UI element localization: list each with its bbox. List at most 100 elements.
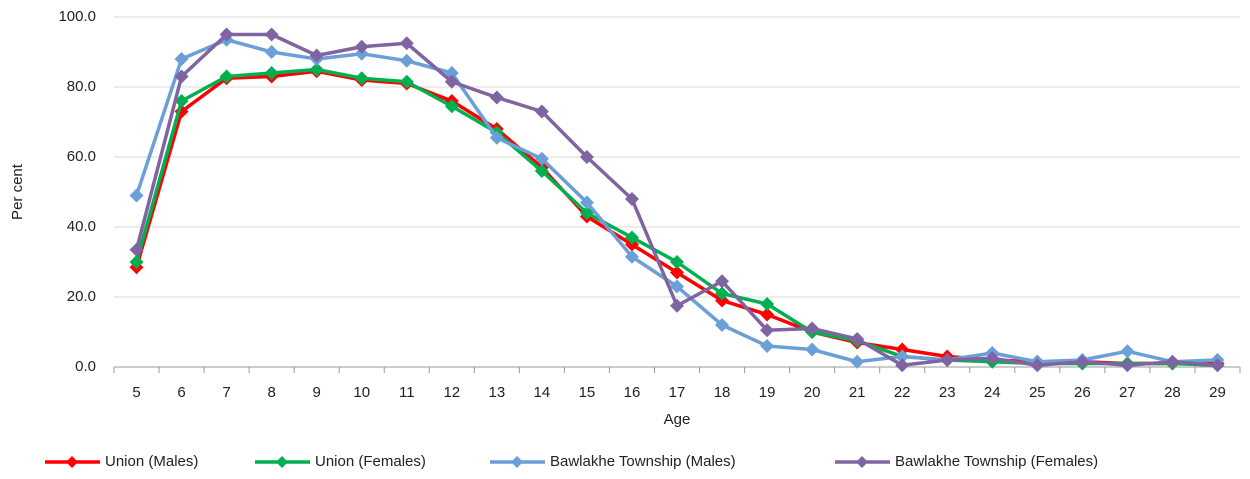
- data-point: [534, 104, 549, 119]
- data-point: [760, 297, 775, 311]
- y-tick-label: 20.0: [67, 288, 96, 305]
- x-tick-label: 6: [177, 384, 185, 401]
- data-point: [354, 39, 369, 54]
- x-tick-label: 17: [669, 384, 686, 401]
- data-point: [219, 27, 234, 42]
- data-point: [850, 354, 865, 369]
- legend-label: Union (Males): [105, 453, 198, 470]
- x-tick-label: 8: [267, 384, 275, 401]
- y-axis-title: Per cent: [9, 163, 26, 220]
- data-point: [444, 74, 459, 89]
- data-point: [129, 255, 144, 269]
- data-point: [219, 69, 234, 84]
- data-point: [534, 164, 549, 178]
- data-point: [895, 349, 910, 364]
- data-point: [805, 321, 820, 336]
- data-point: [715, 318, 730, 332]
- data-point: [399, 36, 414, 51]
- data-point: [264, 45, 279, 59]
- data-point: [670, 298, 684, 313]
- data-point: [670, 279, 684, 294]
- data-point: [1120, 358, 1135, 373]
- series-line: [134, 67, 1218, 367]
- x-tick-label: 5: [132, 384, 140, 401]
- x-tick-label: 10: [353, 384, 370, 401]
- x-tick-label: 22: [894, 384, 911, 401]
- x-tick-label: 19: [759, 384, 776, 401]
- x-tick-label: 29: [1209, 384, 1226, 401]
- x-tick-label: 7: [222, 384, 230, 401]
- data-point: [579, 206, 594, 220]
- x-tick-label: 14: [534, 384, 551, 401]
- data-point: [940, 353, 955, 367]
- x-tick-label: 16: [624, 384, 641, 401]
- series-line: [134, 69, 1218, 366]
- x-tick-label: 26: [1074, 384, 1091, 401]
- data-point: [805, 342, 820, 357]
- data-point: [174, 94, 189, 108]
- legend-marker: [66, 456, 78, 468]
- y-tick-label: 0.0: [75, 358, 96, 375]
- x-tick-label: 11: [399, 384, 415, 401]
- data-point: [129, 188, 144, 203]
- x-tick-label: 9: [313, 384, 321, 401]
- data-point: [1120, 344, 1135, 359]
- y-tick-label: 60.0: [67, 148, 96, 165]
- data-point: [760, 339, 775, 353]
- data-point: [264, 27, 279, 42]
- data-point: [670, 255, 684, 269]
- data-point: [309, 62, 324, 77]
- data-point: [1075, 354, 1090, 369]
- x-tick-label: 27: [1119, 384, 1136, 401]
- data-point: [715, 286, 730, 301]
- data-point: [624, 249, 639, 264]
- data-point: [174, 52, 189, 66]
- x-axis-title: Age: [664, 411, 691, 428]
- data-point: [444, 99, 459, 114]
- legend-marker: [511, 456, 523, 468]
- legend-marker: [276, 456, 288, 468]
- x-tick-label: 12: [443, 384, 460, 401]
- data-point: [760, 323, 775, 338]
- data-point: [624, 230, 639, 245]
- data-point: [489, 90, 504, 105]
- x-tick-label: 13: [488, 384, 505, 401]
- data-point: [624, 192, 639, 206]
- data-point: [399, 74, 414, 89]
- y-tick-label: 80.0: [67, 78, 96, 95]
- x-tick-label: 20: [804, 384, 821, 401]
- x-tick-label: 21: [849, 384, 866, 401]
- x-tick-label: 23: [939, 384, 956, 401]
- series-line: [134, 32, 1218, 367]
- data-point: [895, 358, 910, 373]
- data-point: [579, 195, 594, 210]
- data-point: [489, 130, 504, 145]
- data-point: [129, 242, 144, 257]
- y-tick-label: 40.0: [67, 218, 96, 235]
- data-point: [670, 265, 684, 280]
- data-point: [1030, 358, 1045, 373]
- data-point: [715, 274, 730, 289]
- data-point: [309, 48, 324, 63]
- data-point: [354, 71, 369, 86]
- x-tick-label: 24: [984, 384, 1001, 401]
- legend-label: Bawlakhe Township (Males): [550, 453, 736, 470]
- data-point: [264, 66, 279, 80]
- x-tick-label: 28: [1164, 384, 1181, 401]
- data-point: [534, 151, 549, 166]
- legend-label: Union (Females): [315, 453, 426, 470]
- legend-marker: [856, 456, 868, 468]
- y-tick-label: 100.0: [58, 8, 96, 25]
- legend-label: Bawlakhe Township (Females): [895, 453, 1098, 470]
- data-point: [1165, 354, 1180, 369]
- x-tick-label: 15: [579, 384, 596, 401]
- series-line: [134, 38, 1218, 364]
- data-point: [1210, 358, 1225, 373]
- x-tick-label: 18: [714, 384, 731, 401]
- data-point: [579, 150, 594, 164]
- x-tick-label: 25: [1029, 384, 1046, 401]
- data-point: [760, 307, 775, 322]
- data-point: [850, 332, 865, 346]
- data-point: [174, 69, 189, 84]
